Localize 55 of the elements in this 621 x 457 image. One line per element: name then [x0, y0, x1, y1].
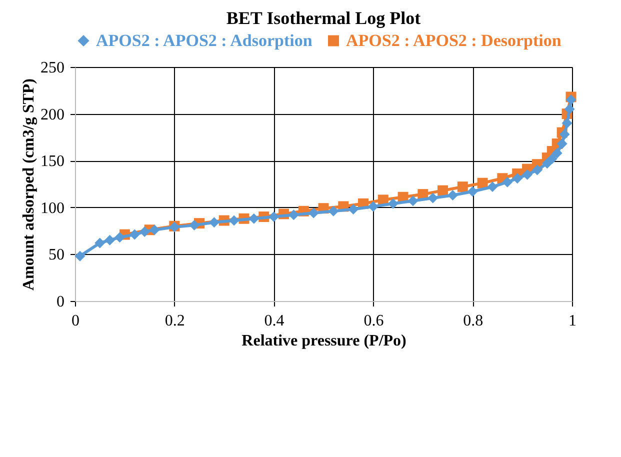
x-tick-label: 1: [568, 312, 576, 330]
point: [457, 182, 468, 192]
point: [556, 138, 568, 149]
point: [477, 178, 488, 188]
point: [248, 213, 260, 224]
point: [408, 196, 418, 206]
y-tick-label: 50: [48, 246, 64, 264]
point: [542, 158, 552, 169]
y-tick-label: 100: [40, 200, 64, 217]
x-tick-label: 0: [72, 312, 80, 330]
y-tick-label: 0: [56, 294, 64, 310]
point: [368, 201, 378, 212]
point: [522, 169, 533, 180]
point: [189, 220, 200, 230]
point: [114, 232, 125, 243]
point: [74, 250, 86, 262]
point: [149, 224, 160, 236]
point: [552, 148, 562, 158]
point: [562, 118, 572, 128]
point: [467, 186, 478, 197]
x-tick-label: 0.2: [164, 312, 185, 330]
point: [129, 229, 140, 240]
point: [94, 238, 106, 248]
point: [104, 234, 116, 246]
point: [546, 153, 558, 164]
point: [532, 164, 542, 176]
y-tick-label: 250: [40, 60, 64, 76]
point: [428, 192, 438, 204]
point: [328, 206, 339, 216]
x-tick-label: 0.8: [463, 312, 484, 330]
legend-label: APOS2 : APOS2 : Adsorption: [96, 30, 313, 50]
legend-label: APOS2 : APOS2 : Desorption: [346, 30, 562, 50]
point: [559, 129, 570, 140]
chart-title: BET Isothermal Log Plot: [226, 8, 421, 28]
x-axis-title: Relative pressure (P/Po): [242, 332, 406, 350]
point: [566, 94, 576, 106]
point: [228, 215, 240, 226]
x-tick-label: 0.4: [264, 312, 284, 330]
point: [288, 210, 299, 220]
x-tick-label: 0.6: [364, 312, 384, 330]
point: [348, 204, 359, 215]
y-axis-title: Amount adsorped (cm3/g STP): [20, 78, 38, 291]
point: [208, 217, 220, 228]
point: [268, 212, 280, 222]
point: [438, 185, 448, 196]
point: [502, 176, 513, 188]
point: [564, 104, 575, 114]
y-tick-label: 200: [40, 106, 64, 124]
point: [487, 182, 498, 192]
point: [512, 173, 523, 184]
point: [447, 190, 458, 200]
y-tick-label: 150: [40, 153, 64, 170]
point: [139, 226, 150, 237]
point: [308, 208, 319, 218]
point: [388, 198, 398, 209]
